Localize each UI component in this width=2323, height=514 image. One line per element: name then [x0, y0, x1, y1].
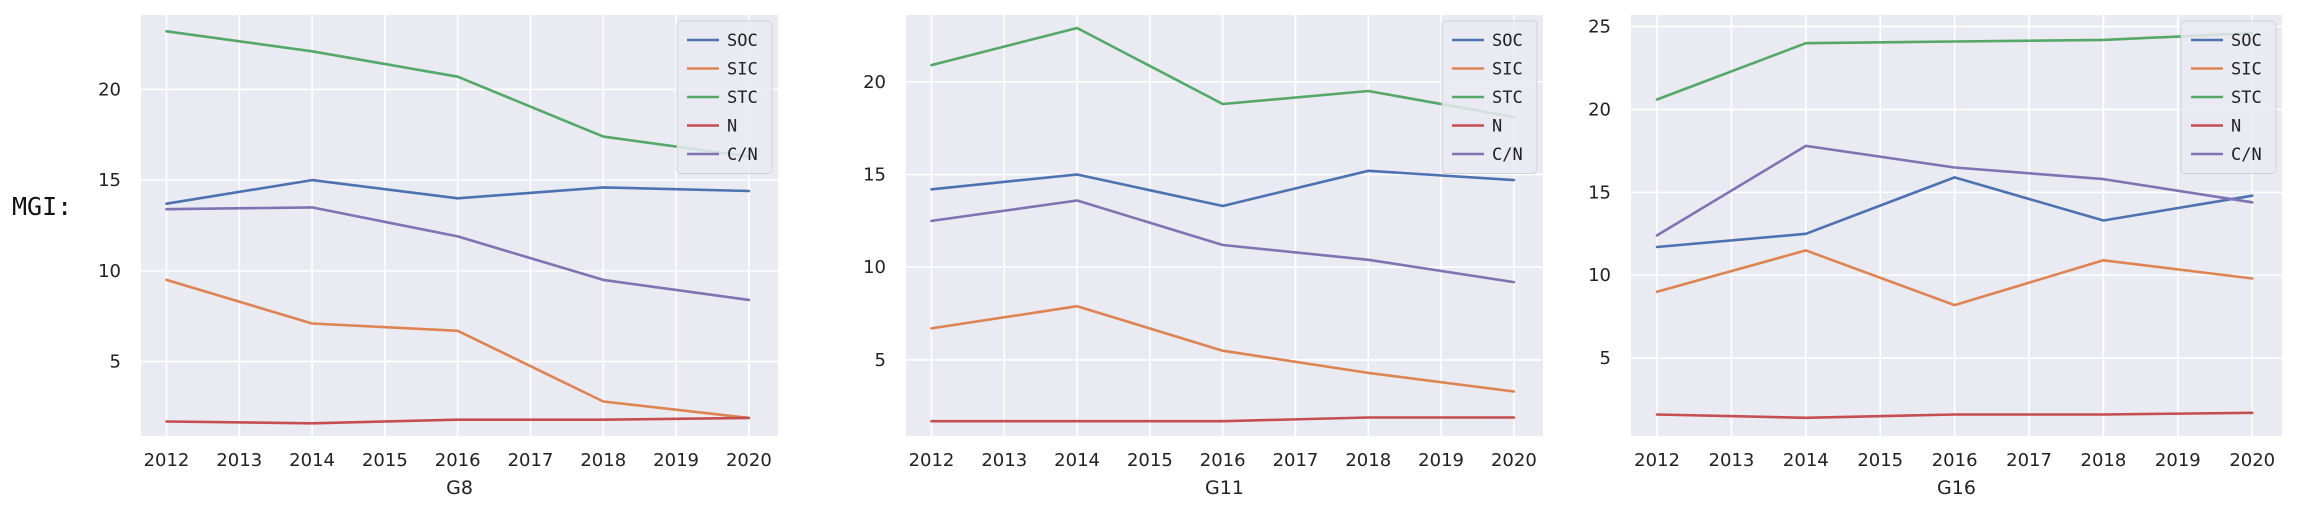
plot-area: [1631, 15, 2282, 436]
x-tick-label: 2015: [362, 450, 408, 471]
legend-entry: SIC: [1492, 60, 1523, 80]
legend-entry: C/N: [2231, 145, 2262, 165]
y-tick-label: 20: [863, 72, 886, 93]
x-tick-label: 2018: [1345, 450, 1391, 471]
x-tick-label: 2014: [1054, 450, 1100, 471]
series-line-soc: [1655, 176, 2254, 249]
x-tick-label: 2018: [580, 450, 626, 471]
legend-entry: STC: [1492, 88, 1523, 108]
legend-entry: STC: [2231, 88, 2262, 108]
x-axis-label: G16: [1937, 477, 1976, 499]
legend: SOC SIC STC N C/N: [2180, 20, 2277, 174]
chart-3: 2012 2013 2014 2015 2016 2017 2018 2019 2020 5 10 1…: [1588, 15, 2282, 499]
series-line-sic: [1655, 249, 2254, 307]
series-line-n: [165, 416, 751, 425]
x-tick-label: 2015: [1857, 450, 1903, 471]
chart-2: 2012 2013 2014 2015 2016 2017 2018 2019 2020 5 10 1…: [863, 15, 1543, 499]
x-tick-label: 2019: [653, 450, 699, 471]
legend-entry: SIC: [727, 60, 758, 80]
legend: SOC SIC STC N C/N: [676, 20, 773, 174]
series-line-soc: [930, 169, 1516, 208]
legend-entry: N: [727, 117, 737, 137]
page-label: MGI:: [12, 192, 73, 221]
x-tick-label: 2016: [1200, 450, 1246, 471]
x-tick-label: 2012: [909, 450, 955, 471]
x-tick-label: 2020: [726, 450, 772, 471]
x-tick-label: 2020: [1491, 450, 1537, 471]
x-tick-label: 2015: [1127, 450, 1173, 471]
y-tick-label: 5: [1600, 348, 1611, 369]
x-tick-label: 2018: [2081, 450, 2127, 471]
legend-entry: SIC: [2231, 60, 2262, 80]
x-tick-label: 2019: [2155, 450, 2201, 471]
x-tick-label: 2013: [981, 450, 1027, 471]
x-tick-label: 2020: [2229, 450, 2275, 471]
y-tick-label: 5: [110, 352, 121, 373]
legend: SOC SIC STC N C/N: [1441, 20, 1538, 174]
x-tick-label: 2014: [1783, 450, 1829, 471]
x-tick-label: 2017: [1273, 450, 1319, 471]
x-tick-label: 2012: [1634, 450, 1680, 471]
legend-entry: SOC: [727, 31, 758, 51]
plot-area: [906, 15, 1543, 436]
legend-entry: SOC: [1492, 31, 1523, 51]
x-tick-label: 2013: [216, 450, 262, 471]
x-tick-label: 2016: [435, 450, 481, 471]
legend-entry: N: [1492, 117, 1502, 137]
plot-area: [141, 15, 778, 436]
x-tick-label: 2016: [1932, 450, 1978, 471]
legend-box: [676, 20, 773, 174]
y-tick-label: 15: [98, 170, 121, 191]
y-tick-label: 20: [98, 79, 121, 100]
series-line-soc: [165, 178, 751, 205]
legend-entry: N: [2231, 117, 2241, 137]
x-tick-label: 2014: [289, 450, 335, 471]
series-line-stc: [930, 26, 1516, 119]
chart-1: 2012 2013 2014 2015 2016 2017 2018 2019 2020 5 10 1…: [98, 15, 778, 499]
legend-box: [1441, 20, 1538, 174]
legend-entry: C/N: [1492, 145, 1523, 165]
y-tick-label: 25: [1588, 17, 1611, 38]
series-line-stc: [165, 29, 751, 158]
series-line-n: [930, 416, 1516, 423]
legend-entry: SOC: [2231, 31, 2262, 51]
series-line-c-n: [165, 206, 751, 302]
series-line-stc: [1655, 31, 2254, 101]
y-tick-label: 10: [863, 257, 886, 278]
y-tick-label: 5: [875, 350, 886, 371]
x-tick-label: 2017: [508, 450, 554, 471]
x-tick-label: 2012: [144, 450, 190, 471]
series-line-c-n: [930, 199, 1516, 284]
y-tick-label: 15: [863, 164, 886, 185]
y-tick-label: 10: [98, 261, 121, 282]
x-tick-label: 2017: [2006, 450, 2052, 471]
legend-box: [2180, 20, 2277, 174]
series-line-sic: [930, 304, 1516, 393]
series-line-c-n: [1655, 144, 2254, 237]
x-tick-label: 2013: [1709, 450, 1755, 471]
series-line-n: [1655, 411, 2254, 420]
y-tick-label: 10: [1588, 265, 1611, 286]
series-line-sic: [165, 278, 751, 420]
legend-entry: C/N: [727, 145, 758, 165]
y-tick-label: 15: [1588, 182, 1611, 203]
y-tick-label: 20: [1588, 99, 1611, 120]
x-axis-label: G11: [1205, 477, 1244, 499]
legend-entry: STC: [727, 88, 758, 108]
x-tick-label: 2019: [1418, 450, 1464, 471]
x-axis-label: G8: [446, 477, 473, 499]
